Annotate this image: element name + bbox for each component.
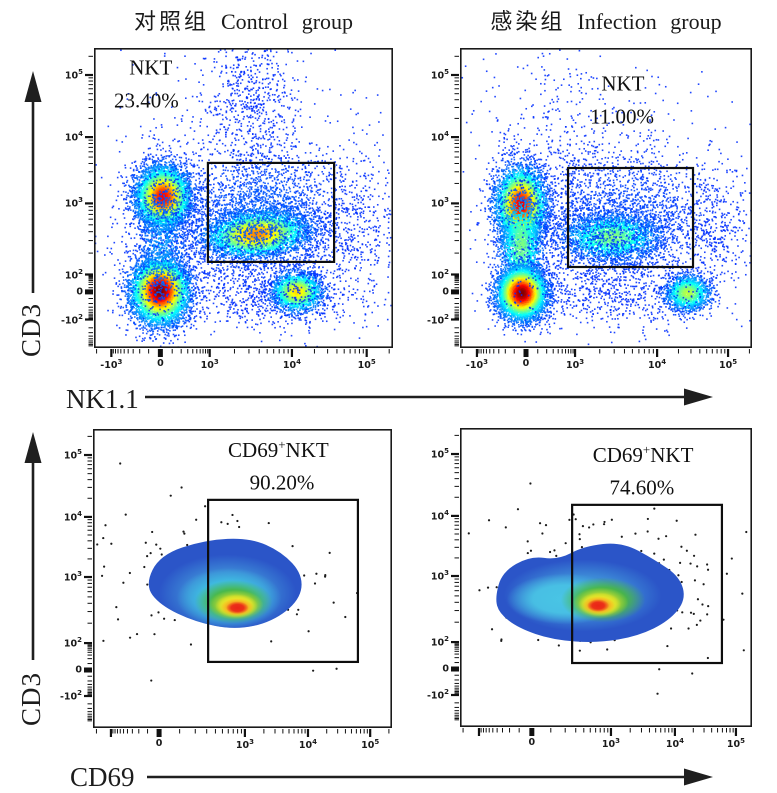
column-title-infection-zh: 感染组 — [490, 9, 566, 34]
y-tick-label: 103 — [64, 196, 83, 210]
y-tick-label: 105 — [64, 68, 83, 82]
y-tick-label: 104 — [64, 130, 83, 144]
x-tick-label: 105 — [361, 738, 380, 752]
gate-percentage: 23.40% — [113, 88, 179, 112]
y-tick-label: 105 — [63, 448, 82, 462]
y-tick-label: 103 — [430, 569, 449, 583]
x-tick-label: 104 — [282, 358, 301, 372]
y-arrow-head-bottom-icon — [24, 432, 42, 463]
x-axis-label-nk11: NK1.1 — [66, 384, 139, 414]
y-tick-label: 105 — [430, 447, 449, 461]
plot-panel-control-nkt: NKT 23.40% -103 0 103 104 105 105 104 103 102 0 -1… — [61, 42, 399, 370]
column-title-control-en: Control group — [220, 9, 354, 34]
gate-percentage: 74.60% — [609, 475, 675, 500]
gate-label: CD69+NKT — [592, 441, 694, 467]
gate-label: NKT — [601, 71, 645, 96]
y-tick-label: 0 — [442, 286, 449, 298]
y-tick-label: 102 — [63, 636, 82, 650]
y-tick-label: -102 — [60, 312, 83, 326]
x-tick-label: 105 — [726, 737, 745, 751]
x-tick-label: 103 — [200, 358, 219, 372]
x-axis-label-cd69: CD69 — [70, 762, 135, 792]
density-plot-canvas — [77, 423, 398, 750]
plot-panel-infection-cd69nkt: CD69+NKT 74.60% 0 103 104 105 105 104 103 102 0 -… — [427, 422, 758, 749]
column-title-control-zh: 对照组 — [133, 9, 209, 34]
y-tick-label: 0 — [75, 664, 82, 676]
plot-panel-infection-nkt: NKT 11.00% -103 0 103 104 105 105 104 103 102 0 -1… — [427, 42, 758, 370]
gate-label: NKT — [129, 55, 173, 79]
x-tick-label: 105 — [357, 358, 376, 372]
y-tick-label: -102 — [426, 312, 449, 326]
y-tick-label: 0 — [442, 663, 449, 675]
gate-label: CD69+NKT — [228, 436, 329, 462]
y-tick-label: 102 — [430, 635, 449, 649]
x-tick-label: 103 — [601, 737, 621, 751]
y-tick-label: 104 — [430, 130, 449, 144]
x-tick-label: 0 — [155, 738, 163, 749]
x-tick-label: -103 — [465, 358, 488, 372]
x-tick-label: 0 — [528, 737, 536, 748]
y-tick-label: 103 — [430, 196, 449, 210]
y-tick-label: 0 — [76, 286, 83, 298]
column-title-infection-en: Infection group — [577, 9, 722, 34]
plot-panel-control-cd69nkt: CD69+NKT 90.20% 0 103 104 105 105 104 103 102 0 -… — [60, 423, 398, 750]
y-arrow-head-top-icon — [24, 71, 42, 102]
y-tick-label: 104 — [430, 509, 449, 523]
y-tick-label: 105 — [430, 68, 449, 82]
y-tick-label: 102 — [430, 267, 449, 281]
x-tick-label: -103 — [100, 358, 123, 372]
y-tick-label: 104 — [63, 510, 82, 524]
column-title-infection: 感染组 Infection group — [460, 4, 752, 34]
y-tick-label: -102 — [426, 688, 449, 702]
x-tick-label: 103 — [235, 738, 254, 752]
x-tick-label: 104 — [648, 358, 667, 372]
y-tick-label: 102 — [64, 267, 83, 281]
y-tick-label: 103 — [63, 570, 82, 584]
column-title-control: 对照组 Control group — [94, 4, 393, 34]
x-arrow-head-bottom-icon — [684, 768, 713, 786]
x-tick-label: 105 — [718, 358, 738, 372]
x-arrow-head-top-icon — [684, 388, 713, 406]
gate-percentage: 11.00% — [590, 104, 655, 129]
x-tick-label: 0 — [522, 358, 530, 369]
x-tick-label: 104 — [665, 737, 684, 751]
gate-percentage: 90.20% — [249, 470, 315, 495]
x-tick-label: 104 — [298, 738, 318, 752]
density-plot-canvas — [444, 422, 758, 749]
x-tick-label: 0 — [157, 358, 164, 369]
y-tick-label: -102 — [59, 689, 82, 703]
x-tick-label: 103 — [565, 358, 585, 372]
